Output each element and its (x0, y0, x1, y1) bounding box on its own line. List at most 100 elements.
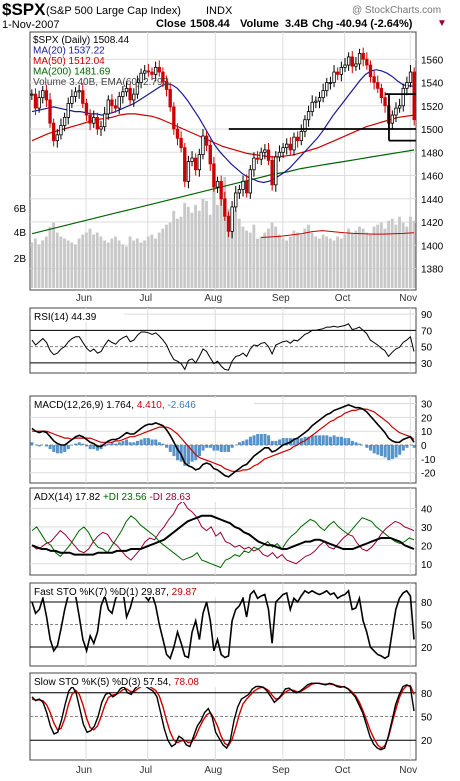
volume-bar (37, 244, 41, 288)
macd-histogram-bar (139, 439, 143, 446)
volume-bar (143, 240, 147, 288)
price-legend-item: MA(50) 1512.04 (33, 56, 105, 67)
macd-histogram-bar (379, 445, 384, 457)
x-tick-label: Aug (204, 293, 222, 304)
volume-value: 3.4B (285, 18, 309, 30)
volume-bar (186, 206, 190, 288)
y-tick-label: 1520 (421, 102, 444, 113)
slow-sto-legend-part: 78.08 (174, 677, 199, 688)
adx-legend-part: -DI 28.63 (149, 492, 191, 503)
macd-histogram-bar (194, 445, 198, 461)
price-bar-body (306, 111, 311, 121)
macd-histogram-bar (205, 445, 209, 448)
x-tick-label: Jul (139, 293, 152, 304)
macd-histogram-bar (318, 435, 322, 446)
price-bar-body (299, 130, 303, 142)
volume-bar (387, 220, 391, 288)
price-bar-body (376, 82, 380, 89)
macd-histogram-bar (398, 445, 402, 455)
price-bar-body (361, 53, 365, 60)
volume-bar (194, 204, 198, 288)
y-tick-label: -20 (421, 469, 436, 480)
macd-histogram-bar (390, 445, 394, 459)
macd-histogram-bar (157, 442, 161, 446)
macd-histogram-bar (168, 445, 172, 452)
macd-histogram-bar (223, 445, 227, 452)
macd-histogram-bar (405, 445, 409, 448)
volume-bar (99, 236, 103, 288)
y-tick-label: 70 (421, 326, 433, 337)
volume-bar (317, 238, 321, 288)
macd-histogram-bar (394, 445, 398, 458)
volume-bar (77, 238, 81, 288)
y-tick-label: 10 (421, 427, 433, 438)
adx-panel-frame (29, 487, 417, 576)
volume-bar (208, 214, 212, 288)
rsi-legend: RSI(14) 44.39 (34, 312, 97, 323)
close-value: 1508.44 (190, 18, 230, 30)
y-tick-label: 30 (421, 359, 433, 370)
volume-bar (212, 189, 216, 288)
y-tick-label: 1380 (421, 265, 444, 276)
price-bar-body (161, 71, 165, 82)
price-bar-body (244, 180, 249, 194)
adx-line (31, 514, 415, 556)
price-bar-body (175, 128, 180, 139)
volume-bar (110, 238, 114, 288)
volume-bar (201, 198, 205, 288)
price-bar-body (73, 91, 78, 97)
price-bar-body (168, 89, 172, 108)
volume-bar (314, 236, 318, 288)
watermark: @ StockCharts.com (352, 5, 442, 16)
price-bar-body (328, 82, 333, 84)
y-tick-label: 20 (421, 643, 433, 654)
macd-histogram-bar (30, 442, 34, 446)
y-tick-label: 20 (421, 736, 433, 747)
y-tick-label: 1560 (421, 55, 444, 66)
adx-legend-part: 17.82 (75, 492, 103, 503)
plus-di-line (31, 515, 415, 569)
volume-bar (183, 202, 187, 288)
macd-histogram-bar (55, 445, 59, 454)
macd-histogram-bar (212, 445, 216, 451)
macd-histogram-bar (88, 445, 92, 450)
slow-sto-d-line (31, 682, 415, 749)
macd-histogram-bar (263, 433, 267, 446)
price-bar-body (292, 136, 296, 151)
price-bar-body (70, 96, 74, 104)
volume-bar (223, 177, 227, 288)
price-bar-body (121, 91, 125, 97)
macd-histogram-bar (48, 445, 52, 450)
macd-histogram-bar (128, 442, 132, 446)
volume-bar (299, 234, 303, 288)
x-tick-label: Jul (139, 765, 152, 776)
volume-bar (150, 234, 154, 288)
macd-histogram-bar (256, 433, 260, 446)
macd-histogram-bar (343, 438, 347, 446)
price-bar-body (81, 90, 85, 104)
price-bar-body (41, 90, 45, 99)
price-bar-body (230, 206, 234, 232)
volume-bar (114, 236, 117, 288)
volume-bar (256, 238, 259, 288)
volume-bar (135, 238, 139, 288)
macd-histogram-bar (125, 439, 129, 446)
price-bar-body (212, 163, 216, 188)
volume-bar (248, 232, 252, 288)
volume-bar (172, 210, 176, 288)
volume-bar (336, 236, 340, 288)
volume-bar (234, 210, 238, 288)
macd-histogram-bar (259, 433, 263, 446)
macd-histogram-bar (219, 445, 223, 452)
price-bar-body (88, 114, 92, 124)
volume-label: Volume (240, 18, 279, 30)
macd-histogram-bar (281, 438, 285, 446)
price-bar-body (37, 97, 41, 109)
price-bar-body (259, 151, 263, 160)
macd-histogram-bar (227, 445, 231, 452)
volume-bar (165, 224, 168, 288)
volume-bar (358, 226, 361, 288)
y-tick-label: 90 (421, 310, 433, 321)
volume-tick-label: 2B (14, 254, 27, 265)
volume-bar (263, 232, 267, 288)
